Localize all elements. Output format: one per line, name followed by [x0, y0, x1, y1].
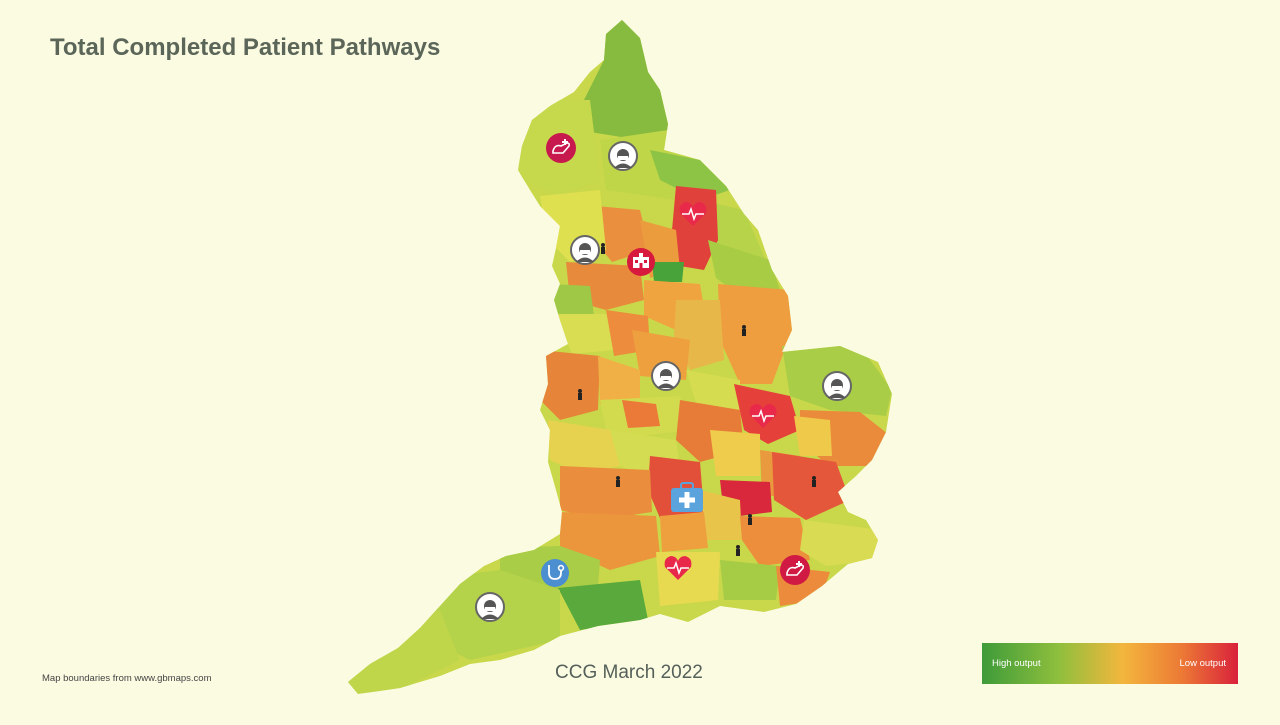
region-hull — [708, 240, 780, 296]
region-worcs — [548, 420, 620, 474]
masked-person-icon — [608, 141, 638, 171]
color-legend: High output Low output — [982, 643, 1238, 684]
region-surrey — [740, 516, 810, 566]
region-gloucs — [560, 466, 652, 520]
region-cornwall — [348, 610, 460, 694]
region-kent — [800, 520, 880, 566]
legend-high-label: High output — [992, 658, 1041, 669]
person-icon — [578, 243, 816, 556]
region-bucks — [700, 490, 742, 540]
legend-low-label: Low output — [1179, 658, 1226, 669]
region-west-sussex — [720, 560, 780, 600]
region-mk — [710, 430, 760, 476]
region-coventry — [622, 400, 660, 428]
hospital-icon — [627, 248, 655, 276]
heart-rate-icon — [749, 404, 777, 428]
page-title: Total Completed Patient Pathways — [50, 34, 441, 61]
masked-person-icon — [651, 361, 681, 391]
region-essex — [772, 452, 850, 520]
masked-person-icon — [475, 592, 505, 622]
region-bedford — [794, 416, 832, 456]
masked-person-icon — [570, 235, 600, 265]
region-dorset — [558, 580, 648, 630]
masked-person-icon — [822, 371, 852, 401]
region-tees — [650, 150, 730, 200]
region-berks — [660, 512, 708, 552]
region-cheshire — [556, 314, 614, 354]
care-hand-icon — [546, 133, 576, 163]
region-shropshire — [540, 350, 600, 420]
medical-kit-icon — [671, 482, 703, 512]
map-credit: Map boundaries from www.gbmaps.com — [42, 673, 212, 684]
region-staffs — [598, 356, 640, 404]
region-leeds-green — [652, 262, 684, 282]
region-lincs — [718, 284, 792, 384]
heart-rate-icon — [679, 202, 707, 226]
care-hand-icon — [780, 555, 810, 585]
region-merseyside — [552, 284, 594, 316]
map-caption: CCG March 2022 — [555, 662, 703, 683]
heart-rate-icon — [664, 556, 692, 580]
stethoscope-icon — [541, 559, 569, 587]
region-harrogate — [594, 206, 650, 262]
ccg-regions — [348, 20, 892, 694]
region-north-east-top — [584, 20, 680, 140]
